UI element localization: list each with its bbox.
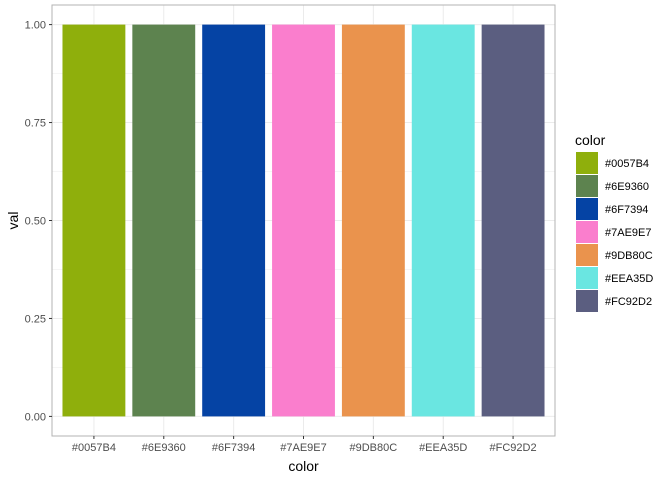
y-axis-title: val (5, 212, 21, 230)
y-tick-label: 0.00 (25, 411, 46, 423)
y-tick-label: 1.00 (25, 20, 46, 32)
legend-key (576, 198, 598, 220)
y-axis-ticks: 0.00 0.25 0.50 0.75 1.00 (25, 20, 52, 423)
bar (341, 24, 405, 417)
x-tick-label: #EEA35D (419, 442, 467, 454)
bar (62, 24, 126, 417)
legend-label: #0057B4 (605, 158, 649, 170)
bar (202, 24, 266, 417)
x-tick-label: #6F7394 (212, 442, 255, 454)
legend-key (576, 175, 598, 197)
legend-items: #0057B4 #6E9360 #6F7394 #7AE9E7 #9DB80C #EEA3… (576, 152, 653, 312)
legend-label: #EEA35D (605, 273, 653, 285)
bar (481, 24, 545, 417)
legend-key (576, 152, 598, 174)
legend-key (576, 221, 598, 243)
legend: color #0057B4 #6E9360 #6F7394 #7AE9E7 #9DB80… (575, 132, 653, 312)
y-tick-label: 0.50 (25, 216, 46, 228)
legend-label: #6F7394 (605, 204, 648, 216)
x-tick-label: #9DB80C (350, 442, 398, 454)
legend-key (576, 290, 598, 312)
x-axis-ticks: #0057B4 #6E9360 #6F7394 #7AE9E7 #9DB80C #EEA3… (72, 436, 537, 454)
legend-label: #9DB80C (605, 250, 653, 262)
legend-title: color (575, 132, 606, 148)
bar (132, 24, 196, 417)
y-tick-label: 0.25 (25, 313, 46, 325)
x-axis-title: color (288, 458, 319, 474)
legend-label: #6E9360 (605, 181, 649, 193)
legend-label: #FC92D2 (605, 296, 652, 308)
legend-label: #7AE9E7 (605, 227, 651, 239)
bar (411, 24, 475, 417)
x-tick-label: #7AE9E7 (280, 442, 326, 454)
legend-key (576, 267, 598, 289)
legend-key (576, 244, 598, 266)
x-tick-label: #FC92D2 (490, 442, 537, 454)
x-tick-label: #6E9360 (142, 442, 186, 454)
y-tick-label: 0.75 (25, 118, 46, 130)
bars (62, 24, 545, 417)
x-tick-label: #0057B4 (72, 442, 116, 454)
bar (272, 24, 335, 417)
